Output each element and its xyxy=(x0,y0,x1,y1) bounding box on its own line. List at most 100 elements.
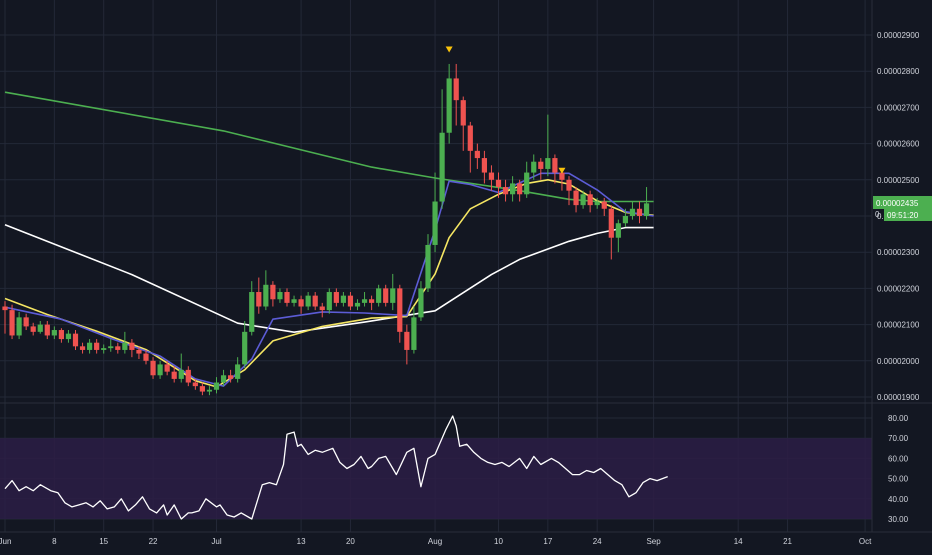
candle[interactable] xyxy=(594,197,600,209)
candle[interactable] xyxy=(249,281,255,336)
candle[interactable] xyxy=(298,295,304,314)
candle[interactable] xyxy=(44,320,50,340)
candle[interactable] xyxy=(164,360,170,376)
candle[interactable] xyxy=(425,234,431,293)
candle[interactable] xyxy=(129,339,135,358)
candle[interactable] xyxy=(495,172,502,198)
candle[interactable] xyxy=(545,114,551,177)
candle[interactable] xyxy=(199,382,205,396)
candle[interactable] xyxy=(340,292,346,307)
candle-body xyxy=(425,244,431,289)
price-axis[interactable]: 0.00002900 0.00002800 0.00002700 0.00002600… xyxy=(877,31,920,402)
candle[interactable] xyxy=(474,143,480,169)
candle[interactable] xyxy=(284,288,290,307)
candle[interactable] xyxy=(270,281,276,307)
candle[interactable] xyxy=(235,357,241,383)
candle[interactable] xyxy=(122,331,128,354)
candle-body xyxy=(2,306,8,311)
candle[interactable] xyxy=(404,324,410,365)
candle[interactable] xyxy=(312,292,318,311)
candle[interactable] xyxy=(643,187,650,220)
candle[interactable] xyxy=(361,292,368,307)
candle[interactable] xyxy=(171,366,177,383)
candle[interactable] xyxy=(108,339,114,352)
candle[interactable] xyxy=(580,190,586,209)
candle[interactable] xyxy=(157,360,163,379)
candle[interactable] xyxy=(573,187,579,213)
candle[interactable] xyxy=(136,346,142,359)
candle[interactable] xyxy=(263,270,269,311)
candle[interactable] xyxy=(369,295,375,311)
candle[interactable] xyxy=(206,386,213,396)
candle[interactable] xyxy=(178,353,184,383)
candle[interactable] xyxy=(488,165,495,191)
candle[interactable] xyxy=(615,219,621,253)
candle[interactable] xyxy=(439,89,445,209)
candle[interactable] xyxy=(460,96,466,151)
candle[interactable] xyxy=(636,201,643,224)
candle[interactable] xyxy=(65,330,72,343)
candle[interactable] xyxy=(390,273,396,311)
candle[interactable] xyxy=(115,342,121,354)
candle[interactable] xyxy=(143,349,149,365)
candle-layer[interactable] xyxy=(2,63,650,396)
candle[interactable] xyxy=(517,179,523,202)
candle[interactable] xyxy=(150,357,156,379)
candle[interactable] xyxy=(622,208,628,227)
candle[interactable] xyxy=(305,292,311,311)
candle[interactable] xyxy=(291,295,297,307)
rsi-axis[interactable]: 80.00 70.00 60.00 50.00 40.00 30.00 xyxy=(888,414,909,524)
candle[interactable] xyxy=(101,344,107,354)
candle[interactable] xyxy=(510,176,516,202)
candle[interactable] xyxy=(72,330,79,350)
candle[interactable] xyxy=(538,158,544,180)
candle[interactable] xyxy=(411,306,417,354)
candle[interactable] xyxy=(2,301,8,334)
candle[interactable] xyxy=(58,328,64,343)
candle[interactable] xyxy=(185,366,191,387)
candle[interactable] xyxy=(347,292,354,311)
candle[interactable] xyxy=(277,288,283,303)
candle[interactable] xyxy=(453,63,459,126)
candle[interactable] xyxy=(9,304,15,340)
candle[interactable] xyxy=(333,288,339,307)
candle[interactable] xyxy=(608,205,614,260)
candle[interactable] xyxy=(87,339,93,354)
candle[interactable] xyxy=(587,190,593,213)
candle[interactable] xyxy=(467,121,473,173)
candle[interactable] xyxy=(192,378,198,390)
candle[interactable] xyxy=(94,339,100,354)
candle[interactable] xyxy=(228,369,234,383)
candle[interactable] xyxy=(376,284,382,307)
candle[interactable] xyxy=(383,284,389,307)
candle[interactable] xyxy=(37,320,43,334)
candle[interactable] xyxy=(481,150,487,184)
candle[interactable] xyxy=(531,154,537,180)
candle[interactable] xyxy=(354,299,361,311)
candle[interactable] xyxy=(502,179,509,202)
candle[interactable] xyxy=(16,311,22,340)
candle[interactable] xyxy=(432,172,438,253)
candle[interactable] xyxy=(79,342,86,354)
time-axis[interactable]: Jun 8 15 22 Jul 13 20 Aug 10 17 24 Sep 14 21 Oct xyxy=(0,537,872,546)
candle[interactable] xyxy=(552,154,558,184)
candle[interactable] xyxy=(566,176,572,206)
candle[interactable] xyxy=(213,377,220,394)
candle[interactable] xyxy=(220,369,227,387)
candle[interactable] xyxy=(397,284,403,343)
candle[interactable] xyxy=(23,313,29,331)
candle[interactable] xyxy=(524,161,530,198)
candle[interactable] xyxy=(51,326,57,340)
candle[interactable] xyxy=(418,281,424,321)
candle[interactable] xyxy=(601,197,607,216)
candle[interactable] xyxy=(319,302,325,318)
candle[interactable] xyxy=(256,277,262,314)
candle-body xyxy=(235,364,241,379)
candle[interactable] xyxy=(242,320,248,369)
candle[interactable] xyxy=(446,63,452,144)
candle[interactable] xyxy=(629,201,636,220)
candle[interactable] xyxy=(30,322,36,336)
candle[interactable] xyxy=(326,288,332,314)
